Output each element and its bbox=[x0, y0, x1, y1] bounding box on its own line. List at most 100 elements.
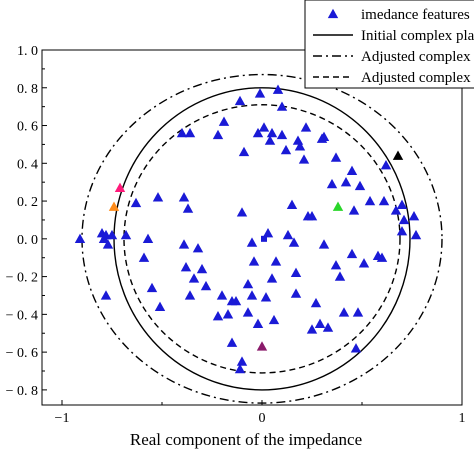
feature-point bbox=[298, 154, 310, 164]
feature-point bbox=[276, 101, 288, 111]
feature-point bbox=[192, 243, 204, 253]
feature-point bbox=[200, 280, 212, 291]
x-axis-label: Real component of the impedance bbox=[130, 430, 362, 449]
y-tick-label: − 0. 2 bbox=[6, 271, 38, 286]
x-tick-label: −1 bbox=[55, 411, 70, 426]
y-tick-label: 0. 4 bbox=[17, 157, 38, 172]
legend-label: imedance features bbox=[361, 7, 470, 23]
y-tick-label: − 0. 4 bbox=[6, 308, 38, 323]
feature-point bbox=[376, 252, 388, 262]
x-tick-label: 0 bbox=[259, 411, 266, 426]
feature-point bbox=[154, 301, 166, 311]
feature-point bbox=[300, 122, 312, 132]
y-tick-label: 0. 8 bbox=[17, 82, 38, 97]
feature-point bbox=[286, 199, 298, 210]
highlight-point bbox=[332, 201, 344, 211]
feature-point bbox=[252, 318, 264, 328]
feature-point bbox=[408, 210, 420, 221]
feature-point bbox=[260, 292, 272, 302]
feature-point bbox=[178, 192, 190, 202]
feature-point bbox=[306, 210, 318, 221]
y-tick-label: 0. 2 bbox=[17, 195, 38, 210]
feature-point bbox=[268, 314, 280, 325]
feature-point bbox=[184, 127, 196, 138]
feature-point bbox=[226, 337, 238, 347]
legend-marker bbox=[327, 8, 339, 19]
feature-point bbox=[262, 227, 274, 238]
feature-point bbox=[184, 290, 196, 300]
feature-point bbox=[258, 122, 270, 132]
feature-point bbox=[350, 343, 362, 353]
feature-point bbox=[261, 235, 267, 242]
feature-point bbox=[178, 239, 190, 249]
feature-point bbox=[288, 237, 300, 247]
y-tick-label: 0. 6 bbox=[17, 120, 38, 135]
legend-label: Initial complex plan bbox=[361, 28, 474, 44]
feature-point bbox=[266, 273, 278, 283]
feature-point bbox=[396, 199, 408, 210]
feature-point bbox=[334, 271, 346, 281]
feature-point bbox=[230, 295, 242, 306]
feature-point bbox=[216, 290, 228, 300]
feature-point bbox=[212, 311, 224, 321]
feature-point bbox=[102, 239, 114, 249]
feature-point bbox=[218, 116, 230, 126]
feature-point bbox=[252, 127, 264, 138]
feature-point bbox=[410, 229, 422, 240]
feature-point bbox=[306, 324, 318, 334]
feature-point bbox=[398, 214, 410, 225]
feature-point bbox=[290, 267, 302, 277]
feature-point bbox=[212, 129, 224, 140]
feature-point bbox=[100, 290, 112, 300]
feature-point bbox=[326, 178, 338, 189]
feature-point bbox=[180, 261, 192, 272]
feature-point bbox=[246, 290, 258, 300]
feature-point bbox=[338, 307, 350, 317]
plot-area bbox=[74, 73, 443, 404]
feature-point bbox=[340, 176, 352, 187]
feature-point bbox=[254, 88, 266, 98]
feature-point bbox=[396, 226, 408, 236]
feature-point bbox=[142, 233, 154, 243]
feature-point bbox=[152, 192, 164, 202]
x-tick-label: 1 bbox=[459, 411, 466, 426]
feature-point bbox=[380, 159, 392, 170]
plot-frame bbox=[41, 49, 463, 406]
feature-point bbox=[330, 152, 342, 162]
feature-point bbox=[222, 309, 234, 319]
feature-point bbox=[238, 146, 250, 157]
highlight-point bbox=[108, 201, 120, 211]
feature-point bbox=[106, 229, 118, 240]
feature-point bbox=[246, 237, 258, 247]
feature-point bbox=[236, 356, 248, 366]
highlight-point bbox=[114, 182, 126, 193]
feature-point bbox=[276, 129, 288, 140]
feature-point bbox=[322, 322, 334, 332]
curve-dashed bbox=[123, 104, 401, 374]
feature-point bbox=[234, 95, 246, 106]
axes: 1. 0 0. 8 0. 6 0. 4 0. 2 0. 0 − 0. 2 − 0. 4 − 0.… bbox=[6, 44, 466, 426]
y-tick-label: − 0. 6 bbox=[6, 346, 38, 361]
feature-point bbox=[280, 144, 292, 155]
feature-point bbox=[348, 205, 360, 215]
feature-point bbox=[182, 203, 194, 213]
feature-point bbox=[242, 307, 254, 317]
feature-point bbox=[188, 273, 200, 283]
feature-point bbox=[330, 260, 342, 270]
feature-point bbox=[364, 195, 376, 206]
feature-point bbox=[272, 84, 284, 94]
feature-point bbox=[130, 197, 142, 208]
feature-point bbox=[264, 135, 276, 145]
feature-point bbox=[236, 207, 248, 217]
feature-point bbox=[270, 256, 282, 266]
feature-point bbox=[346, 248, 358, 259]
feature-point bbox=[282, 229, 294, 240]
plot-content bbox=[74, 73, 443, 404]
feature-point bbox=[292, 135, 304, 145]
feature-point bbox=[74, 233, 86, 243]
feature-point bbox=[352, 307, 364, 317]
feature-point bbox=[146, 282, 158, 293]
feature-point bbox=[318, 239, 330, 249]
feature-point bbox=[390, 205, 402, 215]
